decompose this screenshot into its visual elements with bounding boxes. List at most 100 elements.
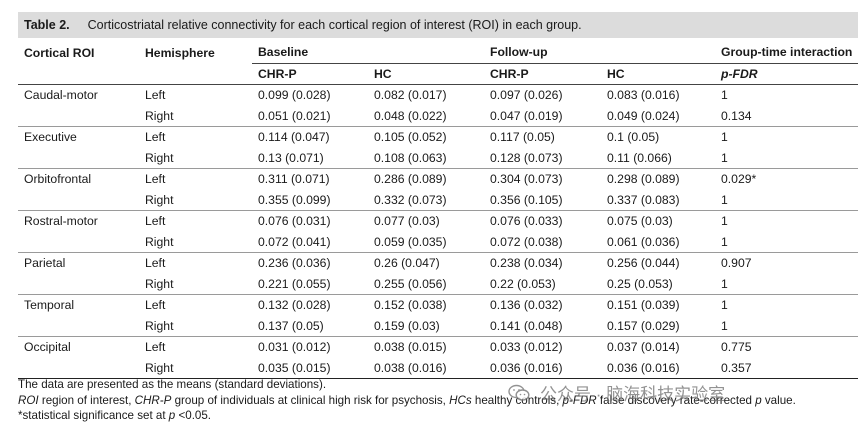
cell-roi [18,147,139,169]
cell-baseline-hc: 0.332 (0.073) [368,189,484,211]
cell-followup-hc: 0.083 (0.016) [607,88,680,103]
header-spacer [139,63,252,85]
table-row: Caudal-motor Left 0.099 (0.028) 0.082 (0.01… [18,85,858,106]
cell-pfdr: 1 [721,298,728,313]
sig-text: *statistical significance set at [18,409,169,422]
cell-roi [18,357,139,379]
table-row: Orbitofrontal Left 0.311 (0.071) 0.286 (0.0… [18,169,858,190]
cell-pfdr: 1 [721,130,728,145]
cell-hemisphere: Left [145,298,166,313]
table-row: Right 0.035 (0.015) 0.038 (0.016) 0.036 (0.… [18,357,858,379]
header-spacer [18,63,139,85]
cell-baseline-hc: 0.26 (0.047) [374,256,440,271]
cell-baseline-hc: 0.048 (0.022) [368,105,484,127]
header-hemisphere: Hemisphere [145,45,215,60]
cell-followup-chrp: 0.047 (0.019) [484,105,601,127]
cell-roi [18,189,139,211]
header-followup-chrp: CHR-P [484,63,601,85]
cell-hemisphere: Left [145,88,166,103]
table-row: Rostral-motor Left 0.076 (0.031) 0.077 (0.0… [18,211,858,232]
table-row: Right 0.137 (0.05) 0.159 (0.03) 0.141 (0.04… [18,315,858,337]
cell-baseline-hc: 0.255 (0.056) [368,273,484,295]
cell-baseline-chrp: 0.072 (0.041) [252,231,368,253]
cell-followup-chrp: 0.128 (0.073) [484,147,601,169]
cell-roi: Parietal [24,256,66,271]
cell-roi: Orbitofrontal [24,172,92,187]
cell-pfdr: 1 [715,273,858,295]
footnote-means: The data are presented as the means (sta… [18,378,327,391]
cell-baseline-hc: 0.038 (0.015) [374,340,447,355]
cell-followup-chrp: 0.033 (0.012) [490,340,563,355]
cell-followup-chrp: 0.136 (0.032) [490,298,563,313]
cell-baseline-hc: 0.159 (0.03) [368,315,484,337]
cell-roi: Temporal [24,298,75,313]
cell-followup-chrp: 0.117 (0.05) [490,130,555,145]
cell-followup-chrp: 0.076 (0.033) [490,214,563,229]
abbr-text: region of interest, [38,393,135,407]
table-caption: Table 2. Corticostriatal relative connec… [18,12,858,38]
cell-hemisphere: Right [139,189,252,211]
header-baseline-hc: HC [368,63,484,85]
cell-followup-hc: 0.036 (0.016) [601,357,715,379]
cell-followup-hc: 0.075 (0.03) [607,214,673,229]
table-footnotes: The data are presented as the means (sta… [18,377,858,424]
cell-roi: Executive [24,130,77,145]
header-row-top: Cortical ROI Hemisphere Baseline Follow-… [18,42,858,64]
cell-pfdr: 1 [715,231,858,253]
cell-pfdr: 0.029* [721,172,757,187]
header-pfdr: p-FDR [715,63,858,85]
table-row: Right 0.072 (0.041) 0.059 (0.035) 0.072 (0.… [18,231,858,253]
wechat-icon [508,384,530,401]
cell-pfdr: 0.134 [715,105,858,127]
table-row: Right 0.355 (0.099) 0.332 (0.073) 0.356 (0.… [18,189,858,211]
cell-baseline-hc: 0.286 (0.089) [374,172,447,187]
cell-hemisphere: Right [139,357,252,379]
abbr-text: healthy controls, [471,393,563,407]
table-row: Executive Left 0.114 (0.047) 0.105 (0.052) 0… [18,127,858,148]
cell-hemisphere: Right [139,315,252,337]
cell-followup-hc: 0.151 (0.039) [607,298,680,313]
cell-baseline-chrp: 0.099 (0.028) [258,88,331,103]
cell-roi: Occipital [24,340,71,355]
cell-pfdr: 1 [715,189,858,211]
table-row: Right 0.051 (0.021) 0.048 (0.022) 0.047 (0.… [18,105,858,127]
cell-baseline-chrp: 0.137 (0.05) [252,315,368,337]
cell-baseline-hc: 0.038 (0.016) [368,357,484,379]
cell-followup-hc: 0.25 (0.053) [601,273,715,295]
cell-followup-hc: 0.049 (0.024) [601,105,715,127]
cell-roi [18,273,139,295]
table-row: Right 0.221 (0.055) 0.255 (0.056) 0.22 (0.0… [18,273,858,295]
abbr-text: false discovery rate-corrected [596,393,756,407]
cell-pfdr: 0.907 [721,256,752,271]
cell-baseline-chrp: 0.114 (0.047) [258,130,330,145]
header-followup-hc: HC [601,63,715,85]
cell-pfdr: 1 [721,88,728,103]
footnote-significance: *statistical significance set at p <0.05… [18,408,858,424]
cell-baseline-chrp: 0.076 (0.031) [258,214,331,229]
cell-baseline-chrp: 0.132 (0.028) [258,298,331,313]
cell-pfdr: 1 [715,315,858,337]
abbr-pfdr: p-FDR [562,393,597,407]
table-row: Right 0.13 (0.071) 0.108 (0.063) 0.128 (0.0… [18,147,858,169]
header-cortical-roi: Cortical ROI [24,45,95,60]
watermark: 公众号 · 脑海科技实验室 [508,380,725,405]
watermark-text: 公众号 · 脑海科技实验室 [540,385,726,404]
cell-followup-chrp: 0.238 (0.034) [490,256,563,271]
cell-followup-chrp: 0.036 (0.016) [484,357,601,379]
cell-baseline-hc: 0.059 (0.035) [368,231,484,253]
cell-followup-chrp: 0.22 (0.053) [484,273,601,295]
cell-baseline-chrp: 0.035 (0.015) [252,357,368,379]
header-baseline: Baseline [252,42,484,64]
cell-followup-hc: 0.037 (0.014) [607,340,680,355]
cell-hemisphere: Right [139,273,252,295]
cell-pfdr: 1 [715,147,858,169]
abbr-chrp: CHR-P [134,393,172,407]
cell-baseline-chrp: 0.031 (0.012) [258,340,331,355]
abbr-hcs: HCs [449,393,472,407]
cell-hemisphere: Right [139,231,252,253]
cell-roi [18,315,139,337]
cell-pfdr: 0.775 [721,340,752,355]
cell-roi: Caudal-motor [24,88,98,103]
cell-roi: Rostral-motor [24,214,98,229]
cell-followup-chrp: 0.141 (0.048) [484,315,601,337]
